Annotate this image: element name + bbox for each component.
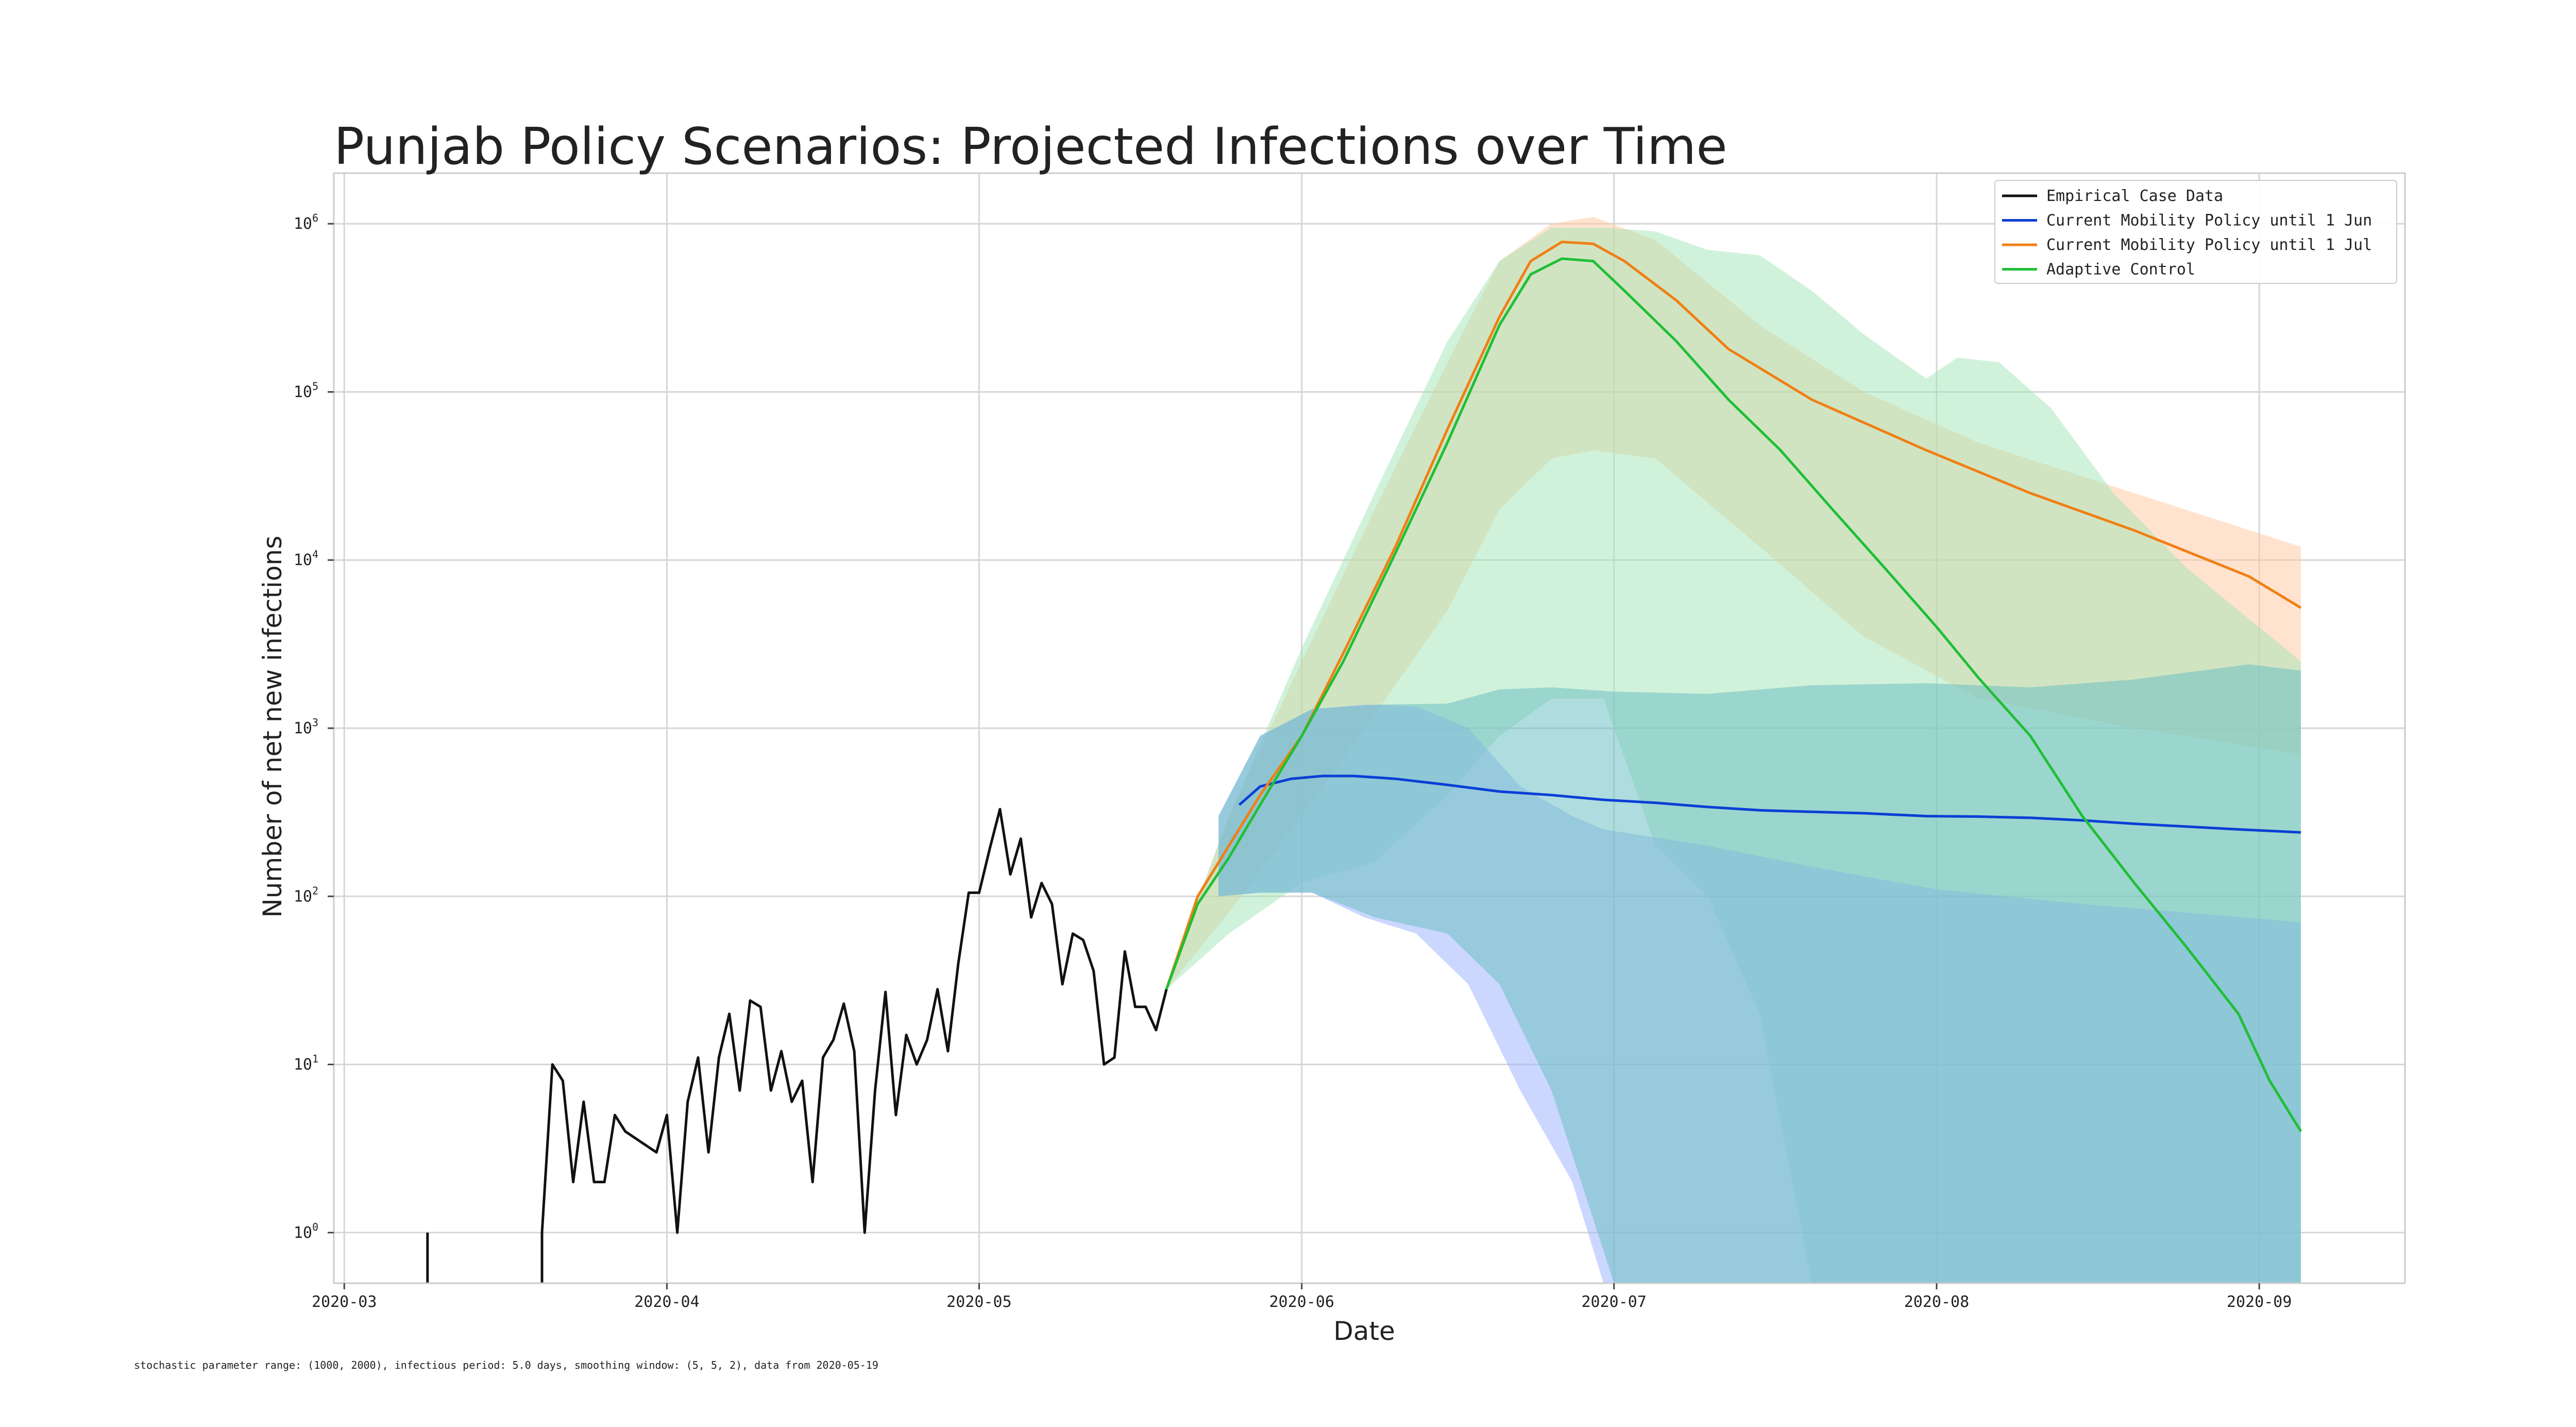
y-tick-label-6: 106 — [294, 212, 318, 233]
x-axis-ticks: 2020-03 2020-04 2020-05 2020-06 2020-07 2020-… — [312, 1283, 2292, 1311]
x-tick-label-2: 2020-05 — [946, 1293, 1011, 1311]
y-tick-label-2: 102 — [294, 884, 318, 905]
legend: Empirical Case Data Current Mobility Poli… — [1994, 180, 2397, 284]
y-tick-base-3: 10 — [294, 719, 312, 737]
series-lines — [426, 240, 2302, 1283]
legend-label-1: Current Mobility Policy until 1 Jun — [2046, 212, 2372, 230]
series-line-0-segment-1 — [540, 808, 1168, 1283]
y-tick-exponent-0: 0 — [312, 1221, 318, 1233]
y-tick-label-5: 105 — [294, 380, 318, 401]
y-tick-base-1: 10 — [294, 1056, 312, 1074]
y-tick-label-1: 101 — [294, 1053, 318, 1074]
y-tick-base-6: 10 — [294, 215, 312, 233]
y-tick-exponent-5: 5 — [312, 380, 318, 392]
y-tick-exponent-3: 3 — [312, 716, 318, 729]
legend-label-2: Current Mobility Policy until 1 Jul — [2046, 236, 2372, 254]
confidence-bands — [1166, 216, 2301, 1283]
footnote: stochastic parameter range: (1000, 2000)… — [134, 1359, 878, 1371]
y-tick-base-0: 10 — [294, 1224, 312, 1242]
x-tick-label-5: 2020-08 — [1904, 1293, 1969, 1311]
y-tick-exponent-1: 1 — [312, 1053, 318, 1065]
y-tick-base-2: 10 — [294, 887, 312, 905]
y-tick-base-4: 10 — [294, 551, 312, 569]
legend-label-3: Adaptive Control — [2046, 261, 2195, 279]
legend-box — [1994, 180, 2397, 284]
y-tick-base-5: 10 — [294, 383, 312, 401]
y-tick-label-0: 100 — [294, 1221, 318, 1242]
x-tick-label-0: 2020-03 — [312, 1293, 377, 1311]
band-overlap — [1218, 664, 2301, 1283]
y-tick-label-4: 104 — [294, 548, 318, 569]
series-line-3 — [1165, 257, 2302, 1132]
chart-title: Punjab Policy Scenarios: Projected Infec… — [334, 117, 1727, 176]
y-tick-exponent-6: 6 — [312, 212, 318, 224]
x-tick-label-1: 2020-04 — [634, 1293, 699, 1311]
x-axis-label: Date — [1333, 1316, 1395, 1346]
y-tick-label-3: 103 — [294, 716, 318, 737]
x-tick-label-3: 2020-06 — [1269, 1293, 1334, 1311]
x-tick-label-6: 2020-09 — [2227, 1293, 2292, 1311]
y-tick-exponent-2: 2 — [312, 884, 318, 897]
x-tick-label-4: 2020-07 — [1582, 1293, 1647, 1311]
series-line-1 — [1238, 775, 2301, 834]
y-axis-label: Number of net new infections — [258, 535, 287, 917]
legend-label-0: Empirical Case Data — [2046, 187, 2223, 205]
series-line-2 — [1165, 240, 2302, 990]
y-tick-exponent-4: 4 — [312, 548, 318, 561]
